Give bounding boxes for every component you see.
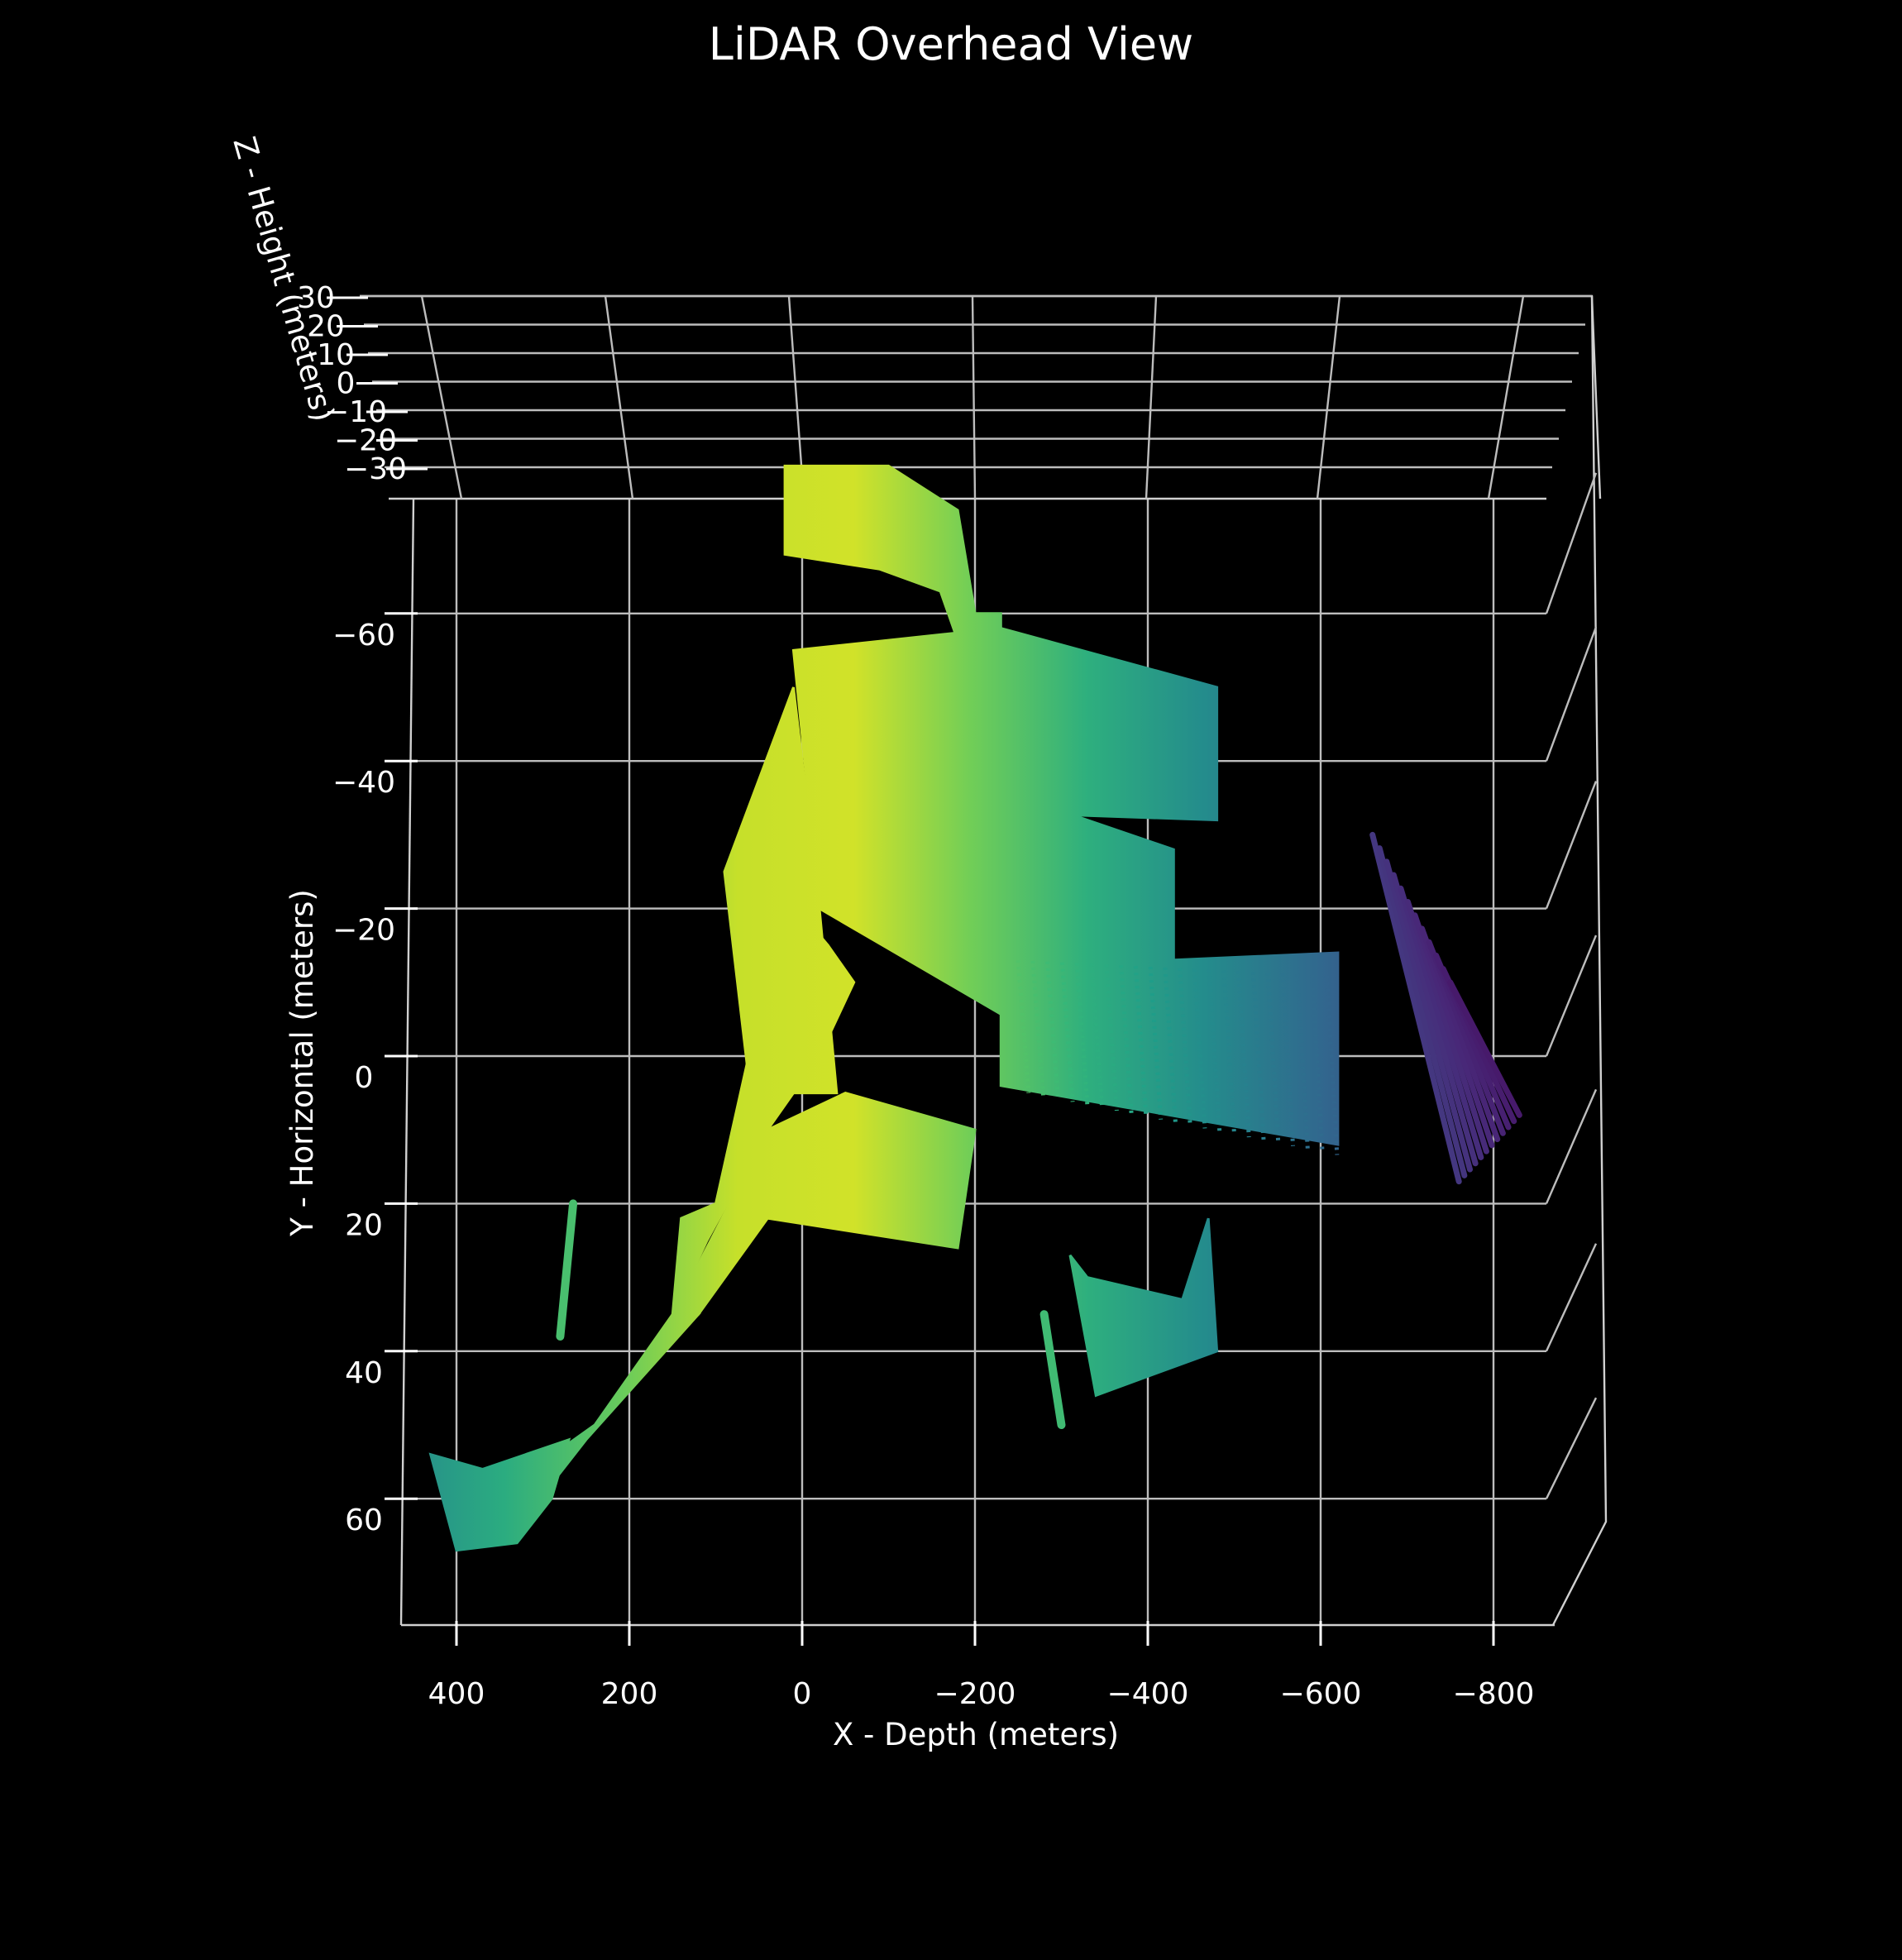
side-grid-line — [1545, 472, 1598, 614]
streak-column — [1250, 972, 1266, 1140]
streak-column — [1280, 973, 1296, 1146]
fan-stroke — [1369, 831, 1462, 1185]
streak-column — [1295, 973, 1310, 1150]
fan-stroke — [1447, 979, 1522, 1118]
cloud-region-lower-arm — [670, 1092, 977, 1316]
z-tick-label: −30 — [344, 452, 407, 486]
right-wall — [1551, 295, 1608, 1626]
y-axis-label: Y - Horizontal (meters) — [284, 889, 320, 1237]
side-grid-line — [1545, 626, 1598, 762]
z-tick-label: −10 — [324, 395, 387, 429]
fan-stroke — [1383, 858, 1473, 1173]
x-tick-label: 400 — [428, 1677, 485, 1711]
z-tick-label: 0 — [337, 367, 356, 401]
streak-column — [1221, 970, 1236, 1135]
streak-column — [1104, 964, 1119, 1111]
cloud-region-lower-right-fan — [1068, 1217, 1219, 1398]
streak-column — [1207, 969, 1222, 1132]
streak-column — [1119, 965, 1134, 1114]
streak-column — [1045, 961, 1060, 1099]
x-depth-line — [604, 295, 634, 500]
grid-lines — [360, 294, 1608, 1627]
y-tick-label: 60 — [345, 1503, 383, 1537]
x-tick-label: −400 — [1107, 1677, 1189, 1711]
side-grid-line — [1545, 1397, 1598, 1499]
x-tick-label: 0 — [793, 1677, 812, 1711]
cloud-region-main-body — [671, 891, 856, 1315]
x-axis-label: X - Depth (meters) — [833, 1717, 1119, 1752]
y-tick-label: −20 — [332, 914, 395, 948]
x-axis-ticks: 400 200 0 −200 −400 −600 −800 — [428, 1621, 1535, 1711]
streak-column — [1016, 959, 1031, 1093]
y-tick-label: −60 — [332, 619, 395, 653]
z-tick-label: −20 — [334, 424, 397, 458]
side-grid-line — [1545, 1088, 1598, 1204]
fan-stroke — [1412, 912, 1495, 1149]
cloud-region-central-branch — [791, 627, 1219, 1022]
x-depth-line — [971, 295, 977, 500]
streak-column — [1089, 963, 1105, 1108]
side-grid-line — [1545, 1243, 1598, 1352]
x-tick-label: −200 — [934, 1677, 1016, 1711]
x-depth-line — [420, 295, 463, 500]
fan-stroke — [1398, 885, 1484, 1160]
point-cloud — [428, 464, 1522, 1552]
streak-column — [1265, 973, 1281, 1144]
x-tick-label: 200 — [601, 1677, 658, 1711]
fan-stroke — [1404, 898, 1489, 1154]
side-grid-line — [1545, 781, 1598, 910]
bar-lower-sticks — [1039, 1310, 1066, 1429]
side-grid-line — [1545, 935, 1598, 1057]
left-frame — [399, 498, 415, 1626]
x-depth-line — [1316, 295, 1341, 500]
x-depth-line — [1487, 295, 1525, 500]
y-axis-ticks: −60 −40 −20 0 20 40 60 — [332, 612, 418, 1537]
y-tick-label: −40 — [332, 766, 395, 800]
z-tick-label: 10 — [317, 338, 355, 372]
x-depth-line — [1145, 295, 1158, 500]
streak-column — [1192, 968, 1207, 1129]
y-tick-label: 0 — [355, 1061, 374, 1095]
z-tick-label: 30 — [297, 281, 335, 315]
streak-column — [1148, 966, 1164, 1120]
back-frame — [360, 294, 1602, 500]
z-axis-label: Z - Height (meters) — [226, 133, 341, 426]
fan-stroke — [1390, 872, 1479, 1167]
z-tick-label: 20 — [307, 310, 345, 344]
streak-column — [1310, 974, 1325, 1153]
chart-title: LiDAR Overhead View — [709, 18, 1193, 70]
x-tick-label: −800 — [1453, 1677, 1535, 1711]
streak-column — [1030, 960, 1046, 1097]
x-tick-label: −600 — [1280, 1677, 1362, 1711]
bar-left-bars — [556, 1199, 578, 1341]
fan-stroke — [1376, 845, 1468, 1178]
y-tick-label: 40 — [345, 1356, 383, 1390]
cloud-region-bottom-left-fan — [428, 1437, 571, 1552]
streak-column — [1236, 971, 1251, 1138]
y-tick-label: 20 — [345, 1208, 383, 1242]
